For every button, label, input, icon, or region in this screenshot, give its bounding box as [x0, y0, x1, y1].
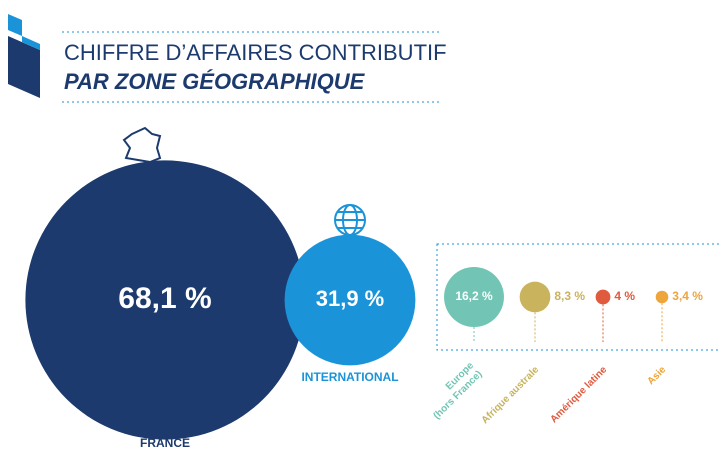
logo	[8, 14, 40, 98]
breakdown-frame	[436, 243, 721, 351]
bubble	[284, 234, 416, 366]
category-line: Amérique latine	[548, 364, 609, 425]
bubble	[595, 289, 611, 305]
value-label: 16,2 %	[455, 289, 493, 303]
category-label: Amérique latine	[548, 364, 609, 425]
value-label: 3,4 %	[672, 289, 703, 303]
category-line: Asie	[645, 364, 668, 387]
category-label: Afrique australe	[479, 364, 541, 426]
category-label: FRANCE	[140, 436, 190, 449]
value-label: 8,3 %	[554, 289, 585, 303]
value-label: 68,1 %	[118, 282, 211, 315]
globe-icon	[334, 204, 366, 236]
value-label: 4 %	[614, 289, 635, 303]
value-label: 31,9 %	[316, 286, 385, 311]
category-line: Afrique australe	[479, 364, 541, 426]
chart-subtitle: PAR ZONE GÉOGRAPHIQUE	[64, 69, 366, 94]
category-label: INTERNATIONAL	[301, 370, 398, 384]
bubble	[655, 290, 669, 304]
category-label: Europe(hors France)	[423, 360, 485, 422]
bubble	[25, 160, 305, 440]
bubble	[444, 267, 504, 327]
bubble	[519, 281, 551, 313]
chart-title: CHIFFRE D’AFFAIRES CONTRIBUTIF	[64, 40, 447, 65]
category-label: Asie	[645, 364, 668, 387]
